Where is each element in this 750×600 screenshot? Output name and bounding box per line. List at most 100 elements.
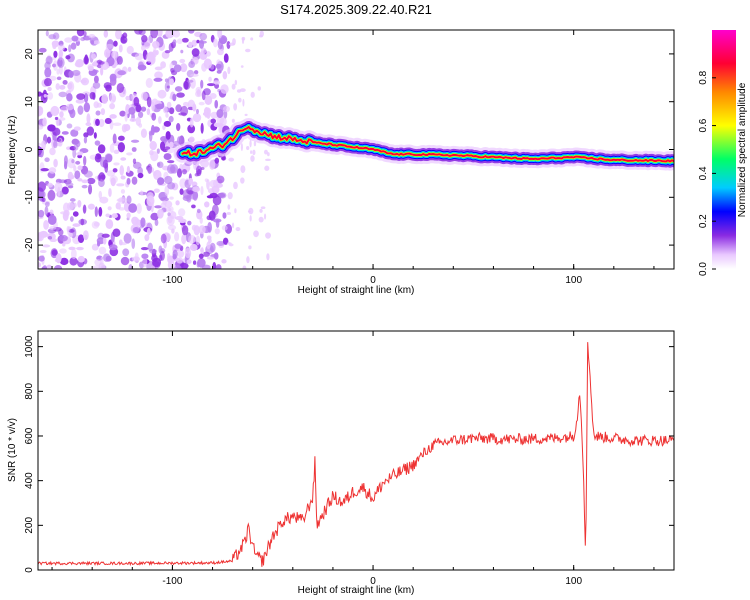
spectrogram-noise-blob [244,113,248,117]
spectrogram-noise-blob [76,30,85,37]
spectrogram-noise-blob [137,172,144,179]
spectrogram-noise-blob [82,230,89,241]
spectrogram-noise-blob [106,170,116,177]
spectrogram-noise-blob [109,175,118,184]
spectrogram-noise-blob [85,122,92,127]
spectrogram-noise-blob [38,145,43,156]
spectrogram-noise-blob [67,82,73,90]
spectrogram-noise-blob [96,240,101,247]
spectrogram-noise-blob [38,124,44,130]
spectrogram-noise-blob [222,237,229,245]
spectrogram-noise-blob [140,190,144,196]
spectrogram-noise-blob [172,39,177,45]
spectrogram-noise-blob [216,175,225,184]
spectrogram-noise-blob [179,262,189,269]
spectrogram-noise-blob [152,171,157,176]
spectrogram-noise-blob [53,140,58,149]
spectrogram-noise-blob [53,50,58,58]
spectrogram-noise-blob [208,76,212,82]
spectrogram-noise-blob [94,206,98,218]
spectrogram-noise-blob [151,112,157,121]
spectrogram-noise-blob [216,109,224,119]
spectrogram-noise-blob [156,148,160,154]
spectrogram-noise-blob [45,30,49,37]
spectrogram-noise-blob [56,68,60,75]
spectrogram-noise-blob [212,218,222,223]
spectrogram-noise-blob [73,126,81,131]
spectrogram-noise-blob [65,103,74,111]
spectrogram-noise-blob [103,30,109,38]
spectrogram-noise-blob [43,93,48,98]
spectrogram-noise-blob [164,81,170,93]
spectrogram-noise-blob [212,38,218,48]
spectrogram-noise-blob [150,151,159,162]
spectrogram-noise-blob [118,44,123,53]
spectrogram-noise-blob [126,195,132,204]
colorbar-gradient [712,30,736,269]
colorbar-tick-label: 0.2 [698,214,709,228]
spectrogram-noise-blob [109,73,117,82]
spectrogram-noise-blob [103,253,111,262]
spectrogram-noise-blob [73,144,79,151]
spectrogram-noise-blob [186,79,194,83]
spectrogram-noise-blob [167,224,177,231]
spectrogram-y-tick-label: 20 [24,48,35,60]
spectrogram-noise-blob [62,79,68,85]
spectrogram-noise-blob [101,233,110,238]
spectrogram-noise-blob [160,196,169,202]
spectrogram-noise-blob [77,154,83,159]
spectrogram-noise-blob [259,30,264,37]
spectrogram-noise-blob [64,37,73,43]
spectrogram-noise-blob [47,235,53,240]
snr-plot-area [38,331,674,570]
spectrogram-noise-blob [192,186,200,193]
spectrogram-noise-blob [167,160,175,164]
spectrogram-noise-blob [93,75,99,84]
spectrogram-noise-blob [128,203,138,213]
spectrogram-noise-blob [198,39,205,49]
spectrogram-noise-blob [235,227,241,232]
spectrogram-noise-blob [39,230,49,238]
spectrogram-noise-blob [105,219,114,230]
snr-series-line [38,342,674,567]
spectrogram-noise-blob [70,129,79,137]
spectrogram-noise-blob [163,120,172,127]
spectrogram-noise-blob [178,208,186,217]
spectrogram-noise-blob [109,114,117,119]
spectrogram-noise-blob [196,165,202,175]
spectrogram-noise-blob [91,243,99,251]
spectrogram-noise-blob [222,105,230,113]
spectrogram-noise-blob [231,222,235,229]
spectrogram-noise-blob [165,112,169,118]
spectrogram-noise-blob [57,44,65,52]
spectrogram-noise-blob [108,187,112,197]
spectrogram-noise-blob [140,91,148,101]
spectrogram-noise-blob [59,84,66,90]
spectrogram-noise-blob [98,190,103,200]
spectrogram-noise-blob [134,30,143,35]
spectrogram-noise-blob [71,35,79,42]
spectrogram-noise-blob [192,260,197,265]
spectrogram-noise-blob [157,161,164,169]
spectrogram-noise-blob [68,44,72,53]
spectrogram-noise-blob [164,49,171,54]
spectrogram-noise-blob [248,245,252,250]
spectrogram-noise-blob [222,212,227,219]
spectrogram-noise-blob [53,158,58,168]
spectrogram-noise-blob [99,196,109,204]
spectrogram-noise-blob [55,138,62,142]
spectrogram-noise-blob [259,208,263,213]
spectrogram-noise-blob [58,50,64,58]
spectrogram-noise-blob [209,93,217,99]
spectrogram-noise-blob [169,78,174,86]
spectrogram-x-axis-label: Height of straight line (km) [298,285,415,296]
spectrogram-noise-blob [210,111,219,119]
spectrogram-noise-blob [55,83,60,91]
spectrogram-noise-blob [54,116,59,121]
spectrogram-noise-blob [264,165,270,171]
spectrogram-noise-blob [206,256,214,260]
spectrogram-noise-blob [131,216,139,225]
spectrogram-noise-blob [68,70,74,78]
